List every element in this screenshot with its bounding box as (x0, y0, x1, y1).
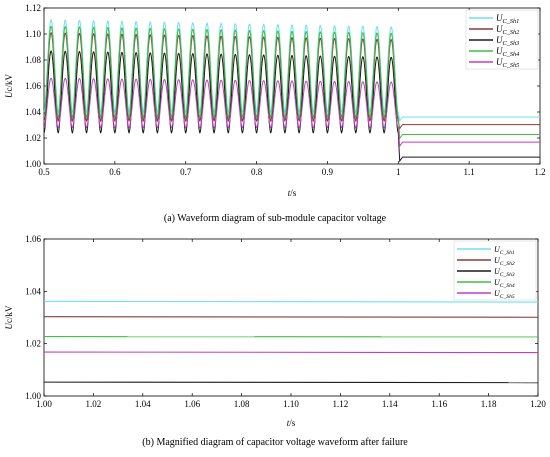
series-line-U_C_Sh4 (43, 25, 540, 140)
x-tick-label: 1.10 (283, 399, 299, 409)
legend-label: UC_Sh5 (494, 289, 515, 300)
y-tick-label: 1.04 (25, 286, 41, 296)
x-tick-label: 1 (396, 167, 401, 177)
x-tick-label: 1.14 (382, 399, 398, 409)
x-tick-label: 0.9 (322, 167, 334, 177)
series-line-U_C_Sh5 (43, 351, 539, 354)
x-axis-label: t/s (288, 188, 297, 198)
x-tick-label: 1.08 (234, 399, 250, 409)
legend-label: UC_Sh2 (494, 256, 515, 267)
chart-0: 0.5 0.6 0.7 0.8 0.9 1 1.1 1.2 1.00 1.02 1.04 1.06 1.… (25, 3, 545, 177)
x-tick-label: 1.04 (135, 399, 151, 409)
legend-label: UC_Sh2 (496, 24, 520, 36)
legend-label: UC_Sh3 (496, 35, 519, 47)
series-line-U_C_Sh3 (43, 381, 539, 384)
y-tick-label: 1.08 (25, 55, 41, 65)
x-tick-label: 0.7 (180, 167, 192, 177)
legend-label: UC_Sh4 (494, 278, 515, 289)
chart-1: 1.00 1.02 1.04 1.06 1.08 1.10 1.12 1.14 1.16 1.18… (25, 234, 546, 409)
y-tick-label: 1.12 (25, 3, 41, 13)
series-line-U_C_Sh1 (43, 300, 539, 303)
x-tick-label: 0.8 (251, 167, 263, 177)
y-tick-label: 1.04 (25, 107, 41, 117)
x-tick-label: 0.5 (38, 167, 50, 177)
x-tick-label: 1.20 (530, 399, 546, 409)
y-tick-label: 1.00 (25, 159, 41, 169)
y-axis-label: Uc/kV (4, 74, 14, 98)
y-tick-label: 1.02 (25, 133, 41, 143)
legend-label: UC_Sh1 (494, 245, 515, 256)
y-tick-label: 1.06 (25, 234, 41, 244)
y-axis-label: Uc/kV (4, 305, 14, 329)
legend-label: UC_Sh3 (494, 267, 515, 278)
y-tick-label: 1.02 (25, 339, 41, 349)
x-tick-label: 1.2 (534, 167, 545, 177)
y-tick-label: 1.06 (25, 81, 41, 91)
series-line-U_C_Sh5 (43, 77, 540, 148)
x-axis-label: t/s (287, 418, 296, 428)
caption-a: (a) Waveform diagram of sub-module capac… (163, 213, 387, 224)
x-tick-label: 1.12 (333, 399, 349, 409)
x-tick-label: 0.6 (109, 167, 121, 177)
x-tick-label: 1.00 (36, 399, 52, 409)
legend-label: UC_Sh4 (496, 46, 519, 58)
x-tick-label: 1.06 (184, 399, 200, 409)
x-tick-label: 1.18 (481, 399, 497, 409)
legend-label: UC_Sh5 (496, 57, 519, 69)
y-tick-label: 1.10 (25, 29, 41, 39)
x-tick-label: 1.1 (464, 167, 475, 177)
x-tick-label: 1.16 (431, 399, 447, 409)
y-tick-label: 1.00 (25, 391, 41, 401)
legend-label: UC_Sh1 (496, 13, 519, 25)
x-tick-label: 1.02 (86, 399, 102, 409)
caption-b: (b) Magnified diagram of capacitor volta… (142, 437, 408, 448)
series-line-U_C_Sh2 (43, 316, 539, 318)
